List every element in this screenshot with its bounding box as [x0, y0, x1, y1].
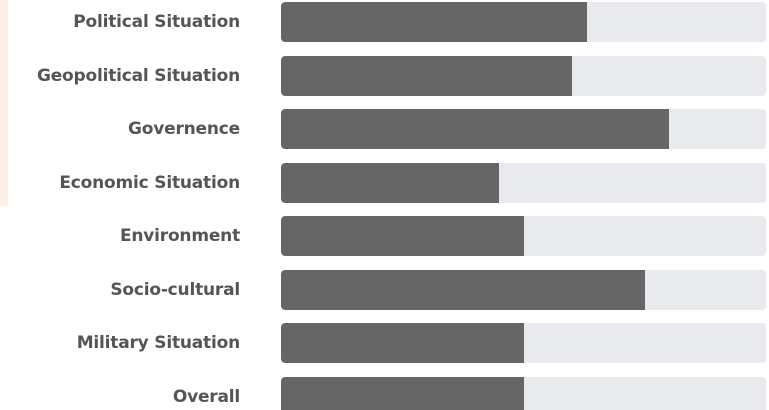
bar-row: Governence [0, 109, 769, 149]
bar [281, 216, 524, 256]
bar-row: Overall [0, 376, 769, 410]
bar-track [281, 269, 766, 310]
bar-track [281, 109, 766, 149]
bar-row: Political Situation [0, 2, 769, 42]
category-label: Governence [128, 119, 240, 139]
bar-track [281, 55, 766, 96]
bar [281, 55, 572, 96]
bar-row: Socio-cultural [0, 269, 769, 310]
category-label: Political Situation [73, 12, 240, 32]
category-label: Socio-cultural [110, 279, 240, 300]
bar-row: Environment [0, 216, 769, 256]
bar [281, 109, 669, 149]
bar-row: Military Situation [0, 323, 769, 363]
bar [281, 323, 524, 363]
decorative-accent-strip [0, 0, 8, 206]
category-label: Environment [119, 226, 240, 246]
bar-track [281, 323, 766, 363]
bar-track [281, 2, 766, 42]
bar [281, 162, 500, 203]
bar-track [281, 162, 766, 203]
bar [281, 269, 645, 310]
bar-track [281, 216, 766, 256]
bar-row: Geopolitical Situation [0, 55, 769, 96]
category-label: Geopolitical Situation [36, 65, 240, 86]
bar [281, 376, 524, 410]
bar [281, 2, 587, 42]
category-label: Military Situation [76, 333, 240, 353]
bar-track [281, 376, 766, 410]
category-label: Overall [172, 386, 240, 407]
bar-row: Economic Situation [0, 162, 769, 203]
category-label: Economic Situation [59, 172, 240, 193]
